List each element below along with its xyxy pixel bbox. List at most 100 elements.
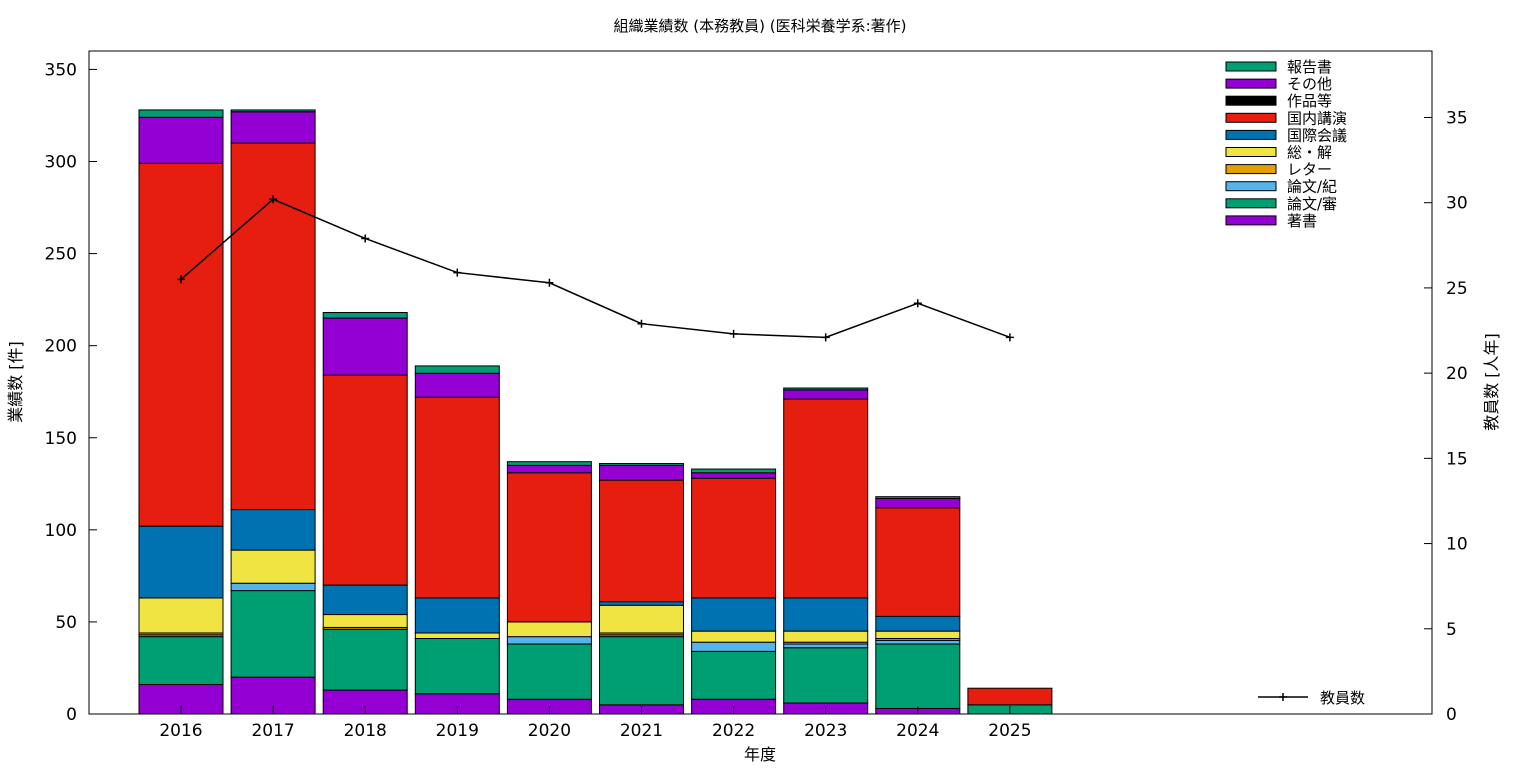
bar-segment [138, 162, 224, 527]
line-point-marker [177, 275, 185, 284]
legend-swatch [1225, 61, 1277, 72]
legend-label: 論文/紀 [1287, 178, 1337, 196]
bar-segment [691, 477, 777, 599]
line-point-marker [269, 195, 278, 204]
legend-label: 論文/審 [1287, 195, 1337, 213]
legend-swatch [1225, 215, 1277, 226]
bar-segment [230, 142, 316, 511]
bar-segment [414, 597, 500, 634]
line-layer [177, 195, 1014, 342]
bar-segment [875, 507, 961, 617]
y-tick-label: 350 [45, 60, 77, 80]
y2-tick-label: 0 [1446, 705, 1457, 725]
x-tick-label: 2022 [712, 721, 755, 741]
line-legend: 教員数 [1258, 689, 1365, 707]
y-tick-label: 0 [66, 705, 77, 725]
bar-segment [322, 312, 408, 319]
y-tick-label: 200 [45, 337, 77, 357]
bar-segment [322, 374, 408, 586]
bar-segment [875, 630, 961, 639]
bar-segment [506, 461, 592, 466]
legend-swatch [1225, 129, 1277, 140]
line-point-marker [637, 319, 646, 328]
bar-segment [599, 601, 684, 606]
line-point-marker [545, 278, 554, 287]
x-tick-label: 2020 [528, 721, 571, 741]
legend-label: 国内講演 [1287, 109, 1347, 127]
bar-segment [138, 636, 224, 686]
bar-segment [414, 396, 500, 599]
y-tick-label: 100 [45, 521, 77, 541]
x-tick-label: 2025 [988, 721, 1031, 741]
bar-segment [875, 498, 961, 509]
bar-segment [414, 632, 500, 639]
y2-axis-label: 教員数 [人年] [1482, 333, 1501, 431]
bar-segment [230, 590, 316, 678]
bar-segment [230, 549, 316, 584]
line-point-marker [361, 234, 370, 243]
legend-swatch [1225, 95, 1277, 106]
bar-segment [783, 389, 869, 400]
bar-segment [506, 472, 592, 623]
legend-swatch [1225, 198, 1277, 209]
y-axis-label: 業績数 [件] [6, 341, 25, 423]
y-tick-label: 50 [55, 613, 77, 633]
line-legend-label: 教員数 [1320, 689, 1365, 707]
bar-segment [506, 643, 592, 700]
y-axis-ticks: 0 50 100 150 200 250 300 350 [45, 60, 97, 725]
y2-tick-label: 20 [1446, 364, 1468, 384]
bar-segment [691, 472, 777, 479]
bar-segment [875, 615, 961, 632]
bar-segment [599, 464, 684, 481]
bar-segment [783, 597, 869, 632]
chart-title: 組織業績数 (本務教員) (医科栄養学系:著作) [614, 17, 907, 35]
y2-tick-label: 30 [1446, 194, 1468, 214]
bar-segment [783, 387, 869, 391]
bar-segment [875, 639, 961, 645]
bar-segment [506, 621, 592, 638]
legend-label: 国際会議 [1287, 126, 1347, 144]
y-tick-label: 300 [45, 153, 77, 173]
bar-segment [138, 597, 224, 634]
legend-label: 著書 [1287, 212, 1317, 230]
legend-swatch [1225, 78, 1277, 89]
bar-segment [322, 317, 408, 376]
bar-segment [322, 614, 408, 628]
bar-segment [691, 597, 777, 632]
y2-tick-label: 15 [1446, 449, 1468, 469]
legend-label: 報告書 [1287, 58, 1332, 76]
bar-segment [506, 464, 592, 474]
line-point-marker [729, 329, 738, 338]
bar-segment [414, 637, 500, 695]
bar-segment [875, 643, 961, 709]
y-tick-label: 150 [45, 429, 77, 449]
line-point-marker [913, 299, 922, 308]
line-legend-marker [1279, 693, 1287, 701]
legend-label: 作品等 [1287, 92, 1332, 110]
line-point-marker [821, 333, 830, 342]
bar-segment [414, 365, 500, 374]
legend-label: 総・解 [1287, 144, 1332, 162]
x-axis-label: 年度 [744, 745, 776, 764]
bar-segment [691, 630, 777, 643]
y2-tick-label: 10 [1446, 535, 1468, 555]
bar-segment [783, 647, 869, 704]
legend-swatch [1225, 147, 1277, 157]
bar-segment [138, 109, 224, 118]
x-tick-label: 2019 [436, 721, 479, 741]
x-axis-ticks: 2016 2017 2018 2019 2020 2021 2022 2023 2024 2025 [159, 706, 1032, 741]
y2-tick-label: 5 [1446, 620, 1457, 640]
bar-segment [138, 525, 224, 599]
bar-segment [230, 109, 316, 113]
legend-label: その他 [1287, 75, 1332, 93]
bar-segment [967, 687, 1053, 706]
bar-segment [783, 643, 869, 649]
x-tick-label: 2017 [251, 721, 294, 741]
bar-segment [599, 636, 684, 706]
bar-segment [599, 604, 684, 634]
legend-swatch [1225, 164, 1277, 175]
bar-segment [138, 116, 224, 164]
bar-segment [875, 496, 961, 500]
line-series-path [180, 198, 1011, 339]
